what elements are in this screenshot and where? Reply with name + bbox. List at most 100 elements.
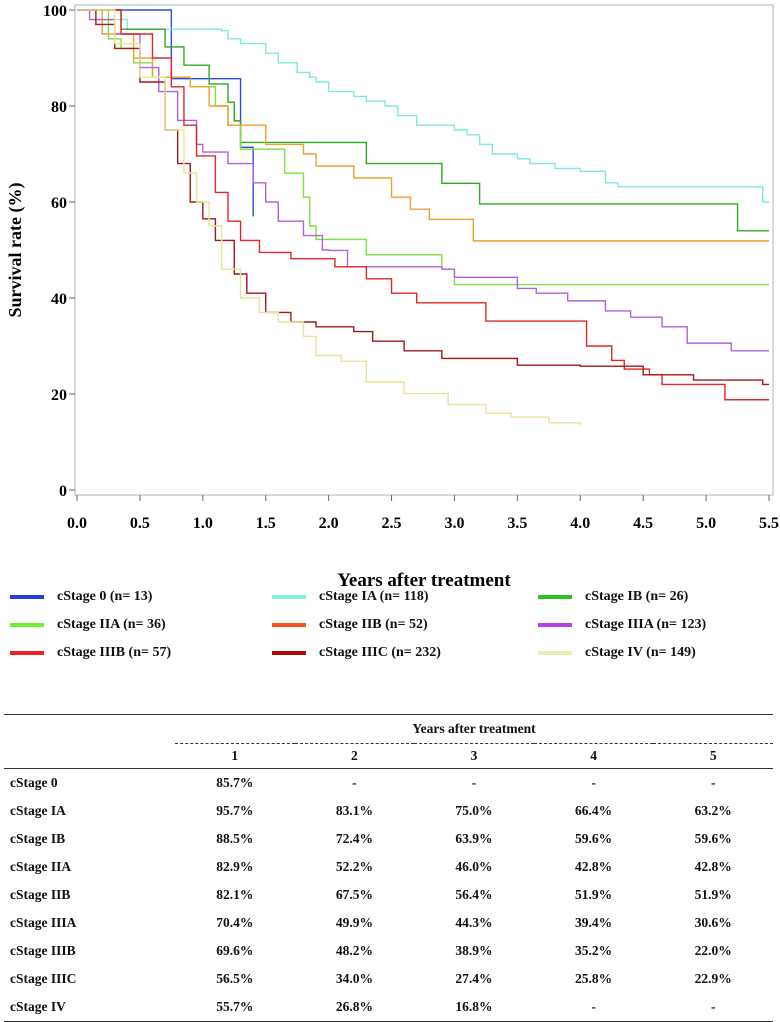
legend-item: cStage IV (n= 149) bbox=[538, 645, 696, 661]
x-tick-label: 5.0 bbox=[696, 515, 716, 532]
y-tick-label: 0 bbox=[59, 483, 67, 500]
legend-swatch bbox=[10, 595, 44, 599]
survival-chart: 0.0 0.5 1.0 1.5 2.0 2.5 3.0 3.5 4.0 4.5 5.0 5.5 0 20 4… bbox=[5, 3, 779, 590]
legend-label: cStage IV (n= 149) bbox=[585, 645, 696, 660]
x-tick-label: 4.5 bbox=[633, 515, 653, 532]
legend-swatch bbox=[10, 651, 44, 655]
table-cell: 16.8% bbox=[455, 999, 493, 1014]
table-cell: 49.9% bbox=[335, 915, 373, 930]
x-tick-label: 0.5 bbox=[130, 515, 150, 532]
legend-label: cStage IIB (n= 52) bbox=[319, 617, 428, 632]
legend-label: cStage 0 (n= 13) bbox=[57, 589, 153, 604]
row-label: cStage 0 bbox=[10, 775, 58, 790]
plot-frame bbox=[74, 4, 774, 496]
row-label: cStage IV bbox=[10, 999, 66, 1014]
table-cell: 26.8% bbox=[335, 999, 373, 1014]
table-cell: 42.8% bbox=[575, 859, 613, 874]
table-cell: - bbox=[710, 999, 716, 1014]
table-cell: 88.5% bbox=[216, 831, 254, 846]
table-cell: 63.2% bbox=[694, 803, 732, 818]
table-cell: 44.3% bbox=[455, 915, 493, 930]
table-cell: 35.2% bbox=[575, 943, 613, 958]
survival-curve-2 bbox=[77, 9, 769, 232]
survival-curve-5 bbox=[77, 9, 769, 352]
legend-swatch bbox=[10, 623, 44, 627]
legend-label: cStage IIA (n= 36) bbox=[57, 617, 166, 632]
table-cell: 46.0% bbox=[455, 859, 493, 874]
table-cell: - bbox=[352, 775, 357, 790]
survival-curve-7 bbox=[77, 9, 769, 386]
legend-item: cStage IIIB (n= 57) bbox=[10, 645, 171, 661]
y-tick-label: 80 bbox=[51, 99, 67, 116]
survival-curve-6 bbox=[77, 9, 769, 401]
row-label: cStage IB bbox=[10, 831, 66, 846]
table-cell: 38.9% bbox=[455, 943, 493, 958]
column-header: 1 bbox=[175, 743, 295, 769]
table-cell: 51.9% bbox=[575, 887, 613, 902]
legend-item: cStage IA (n= 118) bbox=[272, 589, 428, 605]
x-tick-label: 4.0 bbox=[570, 515, 590, 532]
table-cell: - bbox=[710, 775, 716, 790]
legend-item: cStage 0 (n= 13) bbox=[10, 589, 152, 605]
column-header: 3 bbox=[414, 743, 534, 769]
legend-item: cStage IIA (n= 36) bbox=[10, 617, 166, 633]
legend-swatch bbox=[272, 651, 306, 655]
legend-item: cStage IIIA (n= 123) bbox=[538, 617, 706, 633]
table-row: cStage IIIB 69.6% 48.2% 38.9% 35.2% 22.0% bbox=[4, 937, 773, 965]
table-cell: - bbox=[591, 999, 596, 1014]
legend: cStage 0 (n= 13) cStage IA (n= 118) cStage… bbox=[0, 585, 780, 675]
table-cell: 59.6% bbox=[575, 831, 613, 846]
column-header: 2 bbox=[294, 743, 415, 769]
row-label: cStage IA bbox=[10, 803, 66, 818]
legend-item: cStage IIB (n= 52) bbox=[272, 617, 428, 633]
legend-label: cStage IIIA (n= 123) bbox=[585, 617, 707, 632]
y-tick-label: 100 bbox=[43, 3, 67, 20]
legend-swatch bbox=[538, 595, 572, 599]
table-cell: 56.4% bbox=[455, 887, 493, 902]
legend-label: cStage IIIC (n= 232) bbox=[319, 645, 441, 660]
legend-swatch bbox=[538, 623, 572, 627]
table-cell: - bbox=[471, 775, 477, 790]
x-tick-label: 3.5 bbox=[507, 515, 527, 532]
table-cell: 82.1% bbox=[216, 887, 254, 902]
table-cell: 59.6% bbox=[694, 831, 732, 846]
table-row: cStage IB 88.5% 72.4% 63.9% 59.6% 59.6% bbox=[4, 825, 773, 853]
survival-curve-8 bbox=[77, 9, 581, 426]
table-cell: 39.4% bbox=[575, 915, 613, 930]
survival-curve-1 bbox=[77, 9, 769, 203]
table-cell: 85.7% bbox=[216, 775, 254, 790]
row-label: cStage IIIA bbox=[10, 915, 77, 930]
legend-label: cStage IB (n= 26) bbox=[585, 589, 689, 604]
row-label: cStage IIIC bbox=[10, 971, 77, 986]
y-tick-label: 60 bbox=[51, 195, 67, 212]
table-cell: 83.1% bbox=[335, 803, 373, 818]
x-tick-label: 2.5 bbox=[382, 515, 402, 532]
table-row: cStage IIB 82.1% 67.5% 56.4% 51.9% 51.9% bbox=[4, 881, 773, 909]
table-cell: 72.4% bbox=[335, 831, 373, 846]
y-tick-label: 20 bbox=[51, 387, 67, 404]
column-header: 4 bbox=[533, 743, 654, 769]
table-cell: 30.6% bbox=[694, 915, 732, 930]
table-cell: 27.4% bbox=[455, 971, 493, 986]
table-row: cStage IIIA 70.4% 49.9% 44.3% 39.4% 30.6% bbox=[4, 909, 773, 937]
x-tick-label: 0.0 bbox=[67, 515, 87, 532]
table-row: cStage IV 55.7% 26.8% 16.8% - - bbox=[4, 993, 773, 1022]
table-cell: 55.7% bbox=[216, 999, 254, 1014]
legend-swatch bbox=[272, 623, 306, 627]
table-cell: 22.0% bbox=[694, 943, 732, 958]
table-cell: 34.0% bbox=[335, 971, 373, 986]
table-cell: 70.4% bbox=[216, 915, 254, 930]
survival-curve-3 bbox=[77, 9, 769, 286]
table-row: cStage IIIC 56.5% 34.0% 27.4% 25.8% 22.9% bbox=[4, 965, 773, 993]
table-cell: 75.0% bbox=[455, 803, 493, 818]
table-row: cStage 0 85.7% - - - - bbox=[4, 769, 773, 798]
table-cell: 42.8% bbox=[694, 859, 732, 874]
column-header: 5 bbox=[653, 743, 773, 769]
table-row: cStage IA 95.7% 83.1% 75.0% 66.4% 63.2% bbox=[4, 797, 773, 825]
table-cell: 25.8% bbox=[575, 971, 613, 986]
x-tick-label: 1.0 bbox=[193, 515, 213, 532]
table-group-header: Years after treatment bbox=[175, 714, 773, 744]
legend-item: cStage IIIC (n= 232) bbox=[272, 645, 441, 661]
table-cell: 82.9% bbox=[216, 859, 254, 874]
x-tick-label: 5.5 bbox=[759, 515, 779, 532]
